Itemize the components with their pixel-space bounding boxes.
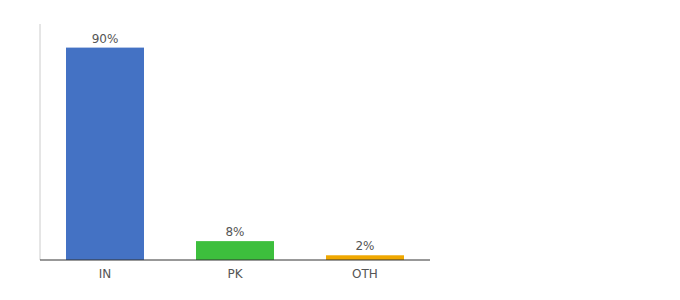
data-label: 8% xyxy=(225,225,244,239)
chart-container: 90% 8% 2% IN PK OTH xyxy=(0,0,680,300)
bar xyxy=(326,255,404,260)
y-axis-line xyxy=(40,24,41,260)
x-tick-label: IN xyxy=(99,267,112,281)
x-axis-line xyxy=(40,260,430,261)
x-tick-label: OTH xyxy=(352,267,378,281)
data-label: 90% xyxy=(92,32,119,46)
bars xyxy=(66,48,404,260)
x-tick-label: PK xyxy=(227,267,243,281)
bar xyxy=(196,241,274,260)
bar xyxy=(66,48,144,260)
data-label: 2% xyxy=(355,239,374,253)
chart: 90% 8% 2% IN PK OTH xyxy=(0,0,680,300)
